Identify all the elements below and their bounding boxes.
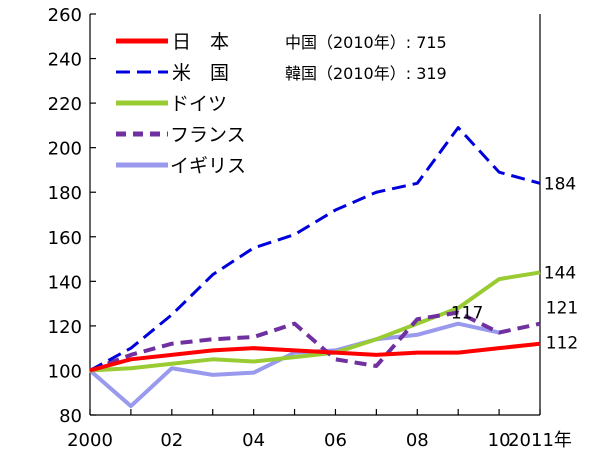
legend-item-france: フランス <box>116 124 246 146</box>
y-tick-label: 80 <box>59 406 82 427</box>
y-tick-label: 120 <box>48 317 82 338</box>
series-line-japan <box>89 341 541 373</box>
x-tick-label: 08 <box>406 430 429 451</box>
series-lines <box>88 126 541 409</box>
end-value-labels: 112 184 144 121 117 <box>451 174 578 353</box>
y-tick-label: 160 <box>48 228 82 249</box>
legend-label-usa: 米 国 <box>172 62 229 84</box>
end-label-japan: 112 <box>546 334 578 354</box>
legend-item-japan: 日 本 <box>116 31 229 53</box>
end-label-germany: 144 <box>544 263 576 283</box>
x-tick-label: 2000 <box>67 430 113 451</box>
y-tick-label: 100 <box>48 361 82 382</box>
x-tick-label: 10 <box>488 430 511 451</box>
y-tick-label: 240 <box>48 50 82 71</box>
legend-item-usa: 米 国 <box>116 62 229 84</box>
y-tick-label: 180 <box>48 183 82 204</box>
series-line-usa <box>89 126 541 372</box>
legend-label-germany: ドイツ <box>170 93 227 115</box>
y-tick-label: 200 <box>48 139 82 160</box>
legend-label-uk: イギリス <box>170 155 246 177</box>
series-line-france <box>89 310 541 373</box>
annotation-korea: 韓国（2010年）: 319 <box>285 64 447 83</box>
legend-item-uk: イギリス <box>116 155 246 177</box>
legend-label-japan: 日 本 <box>172 31 229 53</box>
legend: 日 本 米 国 ドイツ フランス イギリス <box>116 31 246 177</box>
y-tick-label: 220 <box>48 94 82 115</box>
legend-item-germany: ドイツ <box>116 93 227 115</box>
plot-area: 80 100 120 140 160 180 200 220 240 260 2000 02 04 06… <box>48 5 579 451</box>
series-line-uk <box>88 321 500 409</box>
y-axis-ticks: 80 100 120 140 160 180 200 220 240 260 <box>48 5 96 427</box>
x-tick-label: 2011年 <box>508 430 572 451</box>
series-line-germany <box>89 270 541 373</box>
legend-label-france: フランス <box>170 124 246 146</box>
end-label-usa: 184 <box>544 174 576 194</box>
annotation-china: 中国（2010年）: 715 <box>285 33 447 52</box>
end-label-uk: 117 <box>451 304 483 324</box>
x-tick-label: 02 <box>160 430 183 451</box>
x-tick-label: 06 <box>324 430 347 451</box>
y-tick-label: 140 <box>48 272 82 293</box>
y-tick-label: 260 <box>48 5 82 26</box>
x-tick-label: 04 <box>242 430 265 451</box>
end-label-france: 121 <box>546 299 578 319</box>
